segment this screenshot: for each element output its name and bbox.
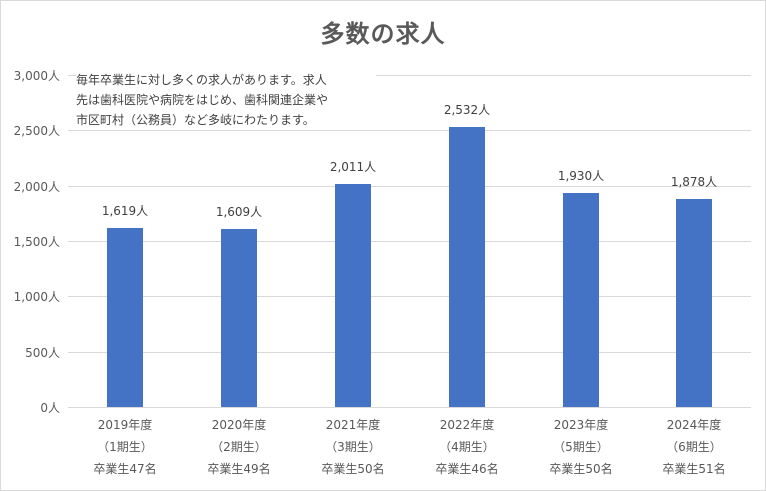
x-axis-category-label: 2020年度 （2期生） 卒業生49名 — [184, 414, 294, 480]
bar — [107, 227, 143, 407]
y-axis-tick-label: 0人 — [40, 401, 60, 415]
y-axis-tick-label: 500人 — [25, 346, 60, 360]
x-axis-category-label: 2023年度 （5期生） 卒業生50名 — [526, 414, 636, 480]
gridline — [68, 241, 751, 242]
annotation-line: 市区町村（公務員）など多岐にわたります。 — [76, 113, 315, 127]
x-axis-category-label: 2024年度 （6期生） 卒業生51名 — [639, 414, 749, 480]
data-label: 2,011人 — [329, 160, 377, 175]
category-cohort: （4期生） — [439, 440, 495, 454]
x-axis-category-label: 2022年度 （4期生） 卒業生46名 — [412, 414, 522, 480]
category-year: 2022年度 — [439, 418, 495, 432]
bar — [563, 193, 599, 407]
category-graduates: 卒業生50名 — [321, 462, 385, 476]
gridline — [68, 352, 751, 353]
y-axis-tick-label: 2,500人 — [13, 124, 60, 138]
category-cohort: （1期生） — [97, 440, 153, 454]
category-cohort: （2期生） — [211, 440, 267, 454]
category-year: 2021年度 — [325, 418, 381, 432]
x-axis-category-label: 2019年度 （1期生） 卒業生47名 — [70, 414, 180, 480]
x-axis-category-label: 2021年度 （3期生） 卒業生50名 — [298, 414, 408, 480]
gridline — [68, 407, 751, 408]
gridline — [68, 186, 751, 187]
y-axis-tick-label: 2,000人 — [13, 180, 60, 194]
data-label: 1,609人 — [215, 204, 263, 219]
data-label: 1,930人 — [557, 169, 605, 184]
category-graduates: 卒業生49名 — [207, 462, 271, 476]
data-label: 1,878人 — [670, 175, 718, 190]
category-year: 2023年度 — [553, 418, 609, 432]
y-axis-tick-label: 1,500人 — [13, 235, 60, 249]
gridline — [68, 130, 751, 131]
annotation-text: 毎年卒業生に対し多くの求人があります。求人 先は歯科医院や病院をはじめ、歯科関連… — [76, 70, 376, 130]
category-graduates: 卒業生47名 — [93, 462, 157, 476]
category-graduates: 卒業生50名 — [549, 462, 613, 476]
category-cohort: （6期生） — [666, 440, 722, 454]
data-label: 2,532人 — [443, 102, 491, 117]
category-graduates: 卒業生46名 — [435, 462, 499, 476]
category-cohort: （3期生） — [325, 440, 381, 454]
category-year: 2020年度 — [211, 418, 267, 432]
y-axis-tick-label: 3,000人 — [13, 69, 60, 83]
gridline — [68, 75, 751, 76]
category-graduates: 卒業生51名 — [662, 462, 726, 476]
bar — [449, 126, 485, 407]
gridline — [68, 296, 751, 297]
category-year: 2024年度 — [666, 418, 722, 432]
category-year: 2019年度 — [97, 418, 153, 432]
y-axis-tick-label: 1,000人 — [13, 290, 60, 304]
annotation-line: 先は歯科医院や病院をはじめ、歯科関連企業や — [76, 93, 329, 107]
bar — [221, 228, 257, 407]
chart-title: 多数の求人 — [320, 20, 446, 48]
bar — [335, 184, 371, 407]
data-label: 1,619人 — [101, 203, 149, 218]
annotation-line: 毎年卒業生に対し多くの求人があります。求人 — [76, 73, 327, 87]
bar — [676, 199, 712, 407]
category-cohort: （5期生） — [553, 440, 609, 454]
